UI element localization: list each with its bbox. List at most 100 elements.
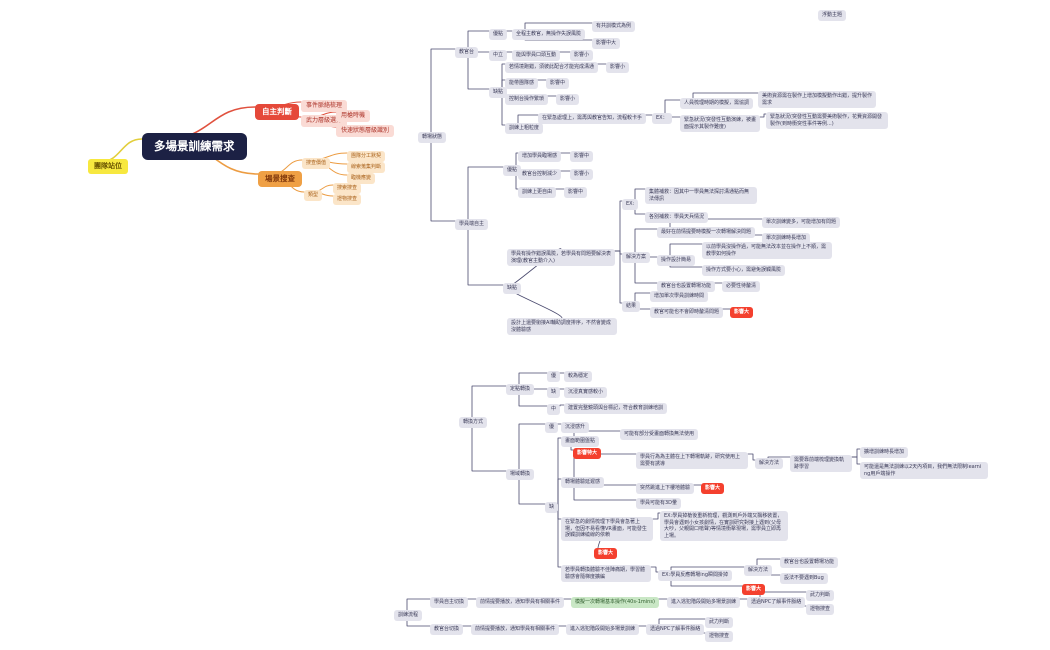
topic-flow-c-1[interactable]: 前情提要播放，通知學員有相關事件 bbox=[471, 624, 560, 635]
topic-screen-range[interactable]: 畫面範圍盤點 bbox=[561, 436, 600, 447]
topic-coach-pros[interactable]: 優點 bbox=[489, 29, 508, 40]
topic-bad-solution[interactable]: 解決方法 bbox=[744, 565, 773, 576]
topic-area-pro-label[interactable]: 優 bbox=[545, 422, 559, 433]
topic-coach-neutral-1[interactable]: 能與學員口頭互動 bbox=[512, 50, 561, 61]
topic-self-judgement[interactable]: 自主判斷 bbox=[255, 104, 299, 120]
topic-result-2[interactable]: 教官可能也不會即時釐清問題 bbox=[650, 307, 724, 318]
topic-flow-student[interactable]: 學員自主切換 bbox=[430, 597, 469, 608]
topic-coach-cons-1-impact[interactable]: 影響小 bbox=[606, 62, 630, 73]
topic-search-value[interactable]: 搜查價值 bbox=[302, 158, 331, 169]
topic-solution-1a[interactable]: 單次訓練變多，可能增加有問題 bbox=[762, 217, 841, 228]
topic-student-cons-1[interactable]: 學員有操作錯誤風險，若學員有問題要解決表演理(教官主動介入) bbox=[507, 249, 615, 266]
topic-delay-2-impact[interactable]: 影響大 bbox=[701, 483, 725, 494]
topic-force-level[interactable]: 武力層級選擇 bbox=[301, 115, 348, 127]
topic-student-pros-2[interactable]: 教官台控制減少 bbox=[518, 169, 562, 180]
topic-search-type[interactable]: 類型 bbox=[304, 190, 323, 201]
topic-delay-1-sol-detail[interactable]: 需要靠前端梳理變換軌跡學習 bbox=[790, 455, 852, 472]
topic-flow-c-4a[interactable]: 武力判斷 bbox=[705, 617, 734, 628]
topic-solution-3a[interactable]: 必要性待釐清 bbox=[722, 281, 761, 292]
topic-student-autonomy[interactable]: 學員端自主 bbox=[455, 219, 489, 230]
topic-result-2-impact[interactable]: 影響大 bbox=[730, 307, 754, 318]
topic-urgent-impact[interactable]: 影響大 bbox=[594, 548, 618, 559]
topic-fixed-mid[interactable]: 建置完整鏡頭與台標記，符合教育訓練培訓 bbox=[564, 403, 668, 414]
topic-student-solution[interactable]: 解決方案 bbox=[622, 252, 651, 263]
topic-coach-cons[interactable]: 缺點 bbox=[489, 87, 508, 98]
topic-student-pros-2-impact[interactable]: 影響小 bbox=[570, 169, 594, 180]
topic-coach-ex-1[interactable]: 人員梳理時期的模擬，需協調 bbox=[680, 98, 754, 109]
topic-area-pro[interactable]: 沉浸感升 bbox=[561, 422, 590, 433]
topic-student-pros[interactable]: 優點 bbox=[503, 165, 522, 176]
topic-fixed-pro[interactable]: 較為穩定 bbox=[564, 371, 593, 382]
topic-delay-1-solution[interactable]: 解決方法 bbox=[755, 458, 784, 469]
topic-student-pros-3[interactable]: 訓練上更自由 bbox=[518, 187, 557, 198]
topic-sol-detail-a[interactable]: 擴增訓練時長增加 bbox=[860, 447, 909, 458]
topic-coach-cons-1[interactable]: 若情境跑錯，須彼此配合才能完成溝通 bbox=[505, 62, 599, 73]
topic-fixed-mid-label[interactable]: 中 bbox=[547, 404, 561, 415]
topic-sol-detail-b[interactable]: 可能還是無法訓練以2天內項目，我們無法限制learning用戶端操作 bbox=[860, 462, 988, 479]
topic-coach-ex-1-detail[interactable]: 美術資源需在製作上增加模擬動作出錯，提升製作需求 bbox=[758, 91, 876, 108]
topic-bad-impact[interactable]: 影響大 bbox=[742, 584, 766, 595]
topic-student-ex[interactable]: EX: bbox=[622, 199, 639, 210]
topic-coach-pros-1[interactable]: 全程主教官，無操作失誤風險 bbox=[512, 29, 586, 40]
topic-coach-cons-3-impact[interactable]: 影響小 bbox=[556, 94, 580, 105]
topic-flow-c-3[interactable]: 透過NPC了解事件脈絡 bbox=[646, 624, 705, 635]
topic-fixed-point[interactable]: 定點轉換 bbox=[506, 384, 535, 395]
topic-floating-topic[interactable]: 浮動主題 bbox=[818, 10, 847, 21]
topic-coach-cons-4-detail[interactable]: 在緊急處理上，需再與教官告知，流程較卡手 bbox=[538, 113, 647, 124]
topic-solution-1[interactable]: 最好在前情提要時模擬一次轉場解決問題 bbox=[657, 227, 756, 238]
topic-coach-cons-4[interactable]: 訓練上粗粒度 bbox=[505, 123, 544, 134]
topic-student-pros-1-impact[interactable]: 影響中 bbox=[570, 151, 594, 162]
topic-flow-s-4[interactable]: 透過NPC了解事件脈絡 bbox=[747, 597, 806, 608]
topic-student-pros-3-impact[interactable]: 影響中 bbox=[564, 187, 588, 198]
topic-student-result[interactable]: 結果 bbox=[622, 301, 641, 312]
topic-coach-cons-2-impact[interactable]: 影響中 bbox=[546, 78, 570, 89]
topic-coach-ex-2-detail[interactable]: 緊急狀況(突發性互動需要美術製作，花費資源開發製作(到時衝突性事件等例...) bbox=[766, 112, 888, 129]
topic-bad-ex[interactable]: EX:學員反應轉場ing瞬間掛掉 bbox=[658, 570, 733, 581]
topic-screen-range-impact[interactable]: 影響特大 bbox=[573, 448, 602, 459]
topic-flow-s-3[interactable]: 進入逃犯階段開始多場景訓練 bbox=[667, 597, 741, 608]
topic-result-1[interactable]: 增加單次學員訓練時間 bbox=[650, 291, 709, 302]
topic-evidence-search[interactable]: 證物搜查 bbox=[333, 194, 362, 205]
topic-coach-pros-1-ex[interactable]: 有共訓模式為例 bbox=[592, 21, 636, 32]
topic-coach-ex[interactable]: EX： bbox=[652, 113, 672, 124]
topic-improvise[interactable]: 臨機應變 bbox=[347, 173, 376, 184]
topic-student-cons-2[interactable]: 設計上還要銜接AI輔助調度排序，不然會變成沒體驗感 bbox=[507, 318, 617, 335]
topic-state-level-id[interactable]: 快速狀態層級識別 bbox=[336, 125, 395, 137]
topic-transfer-state[interactable]: 轉場狀態 bbox=[418, 132, 447, 143]
topic-area-con-label[interactable]: 缺 bbox=[545, 502, 559, 513]
topic-coach-cons-2[interactable]: 能帶團隊感 bbox=[505, 78, 539, 89]
topic-delay-2[interactable]: 突然跳進上下樓地體驗 bbox=[636, 483, 695, 494]
topic-solution-2b[interactable]: 操作方式要小心，需避免誤觸風險 bbox=[702, 265, 786, 276]
topic-team-position[interactable]: 團隊站位 bbox=[88, 159, 128, 175]
topic-solution-3[interactable]: 教官台也設置轉場功能 bbox=[657, 281, 716, 292]
topic-scene-search[interactable]: 場景搜查 bbox=[258, 171, 302, 187]
topic-delay-feel[interactable]: 轉場體驗延遲感 bbox=[561, 477, 605, 488]
topic-fixed-con[interactable]: 沉浸真實感較小 bbox=[564, 387, 608, 398]
topic-bad-sol-a[interactable]: 教官台也設置轉場功能 bbox=[780, 557, 839, 568]
topic-fixed-pro-label[interactable]: 優 bbox=[547, 371, 561, 382]
topic-coach-ex-2[interactable]: 緊急狀況(突發性互動演練，被畫面提示其製作難度) bbox=[680, 115, 760, 132]
topic-area-transition[interactable]: 場域轉換 bbox=[506, 469, 535, 480]
topic-delay-1[interactable]: 學員行為為主體在上下轉場軌跡，研究使用上需要有誘導 bbox=[636, 452, 748, 469]
topic-event-context[interactable]: 事件脈絡梳理 bbox=[301, 100, 348, 112]
topic-gun-timing[interactable]: 用槍時機 bbox=[336, 110, 371, 122]
topic-team-division[interactable]: 團隊分工默契 bbox=[347, 151, 386, 162]
topic-student-pros-1[interactable]: 增加學員臨場感 bbox=[518, 151, 562, 162]
topic-student-ex-2[interactable]: 各別補救：學員天兵情況 bbox=[645, 212, 709, 223]
topic-transition-method[interactable]: 轉換方式 bbox=[459, 417, 488, 428]
topic-delay-3[interactable]: 學員可能有3D暈 bbox=[636, 498, 682, 509]
topic-bad-transition[interactable]: 若學員轉換體驗不佳陣痛期，學習體驗感會隨梯度擴編 bbox=[561, 565, 651, 582]
topic-screen-range-detail[interactable]: 可能有部分受畫面轉換無法使用 bbox=[620, 429, 699, 440]
topic-search-search[interactable]: 搜索搜查 bbox=[333, 183, 362, 194]
topic-urgent-plot[interactable]: 在緊急的劇情梳理下學員會急著上場，但因不易看懂VR畫面，可能發生誤觸訓練繞線的依… bbox=[561, 517, 653, 541]
topic-solution-1b[interactable]: 單次訓練時長增加 bbox=[762, 233, 811, 244]
topic-flow-s-5b[interactable]: 證物搜查 bbox=[806, 604, 835, 615]
topic-fixed-con-label[interactable]: 缺 bbox=[547, 387, 561, 398]
topic-coach-cons-3[interactable]: 控制台操作繁瑣 bbox=[505, 94, 549, 105]
topic-flow-c-2[interactable]: 進入逃犯階段開始多場景訓練 bbox=[566, 624, 640, 635]
topic-coach-neutral[interactable]: 中立 bbox=[489, 50, 508, 61]
topic-coach-neutral-1-impact[interactable]: 影響小 bbox=[570, 50, 594, 61]
topic-urgent-ex[interactable]: EX:學員掉槍後重新梳理，觀測到戶外端又飄移裝置，學員會遇到小女孩劇情，在實訓研… bbox=[660, 511, 788, 541]
topic-flow-s-5a[interactable]: 武力判斷 bbox=[806, 590, 835, 601]
topic-flow-s-2[interactable]: 模擬一次轉場基本操作(40s-1mins) bbox=[571, 597, 659, 608]
